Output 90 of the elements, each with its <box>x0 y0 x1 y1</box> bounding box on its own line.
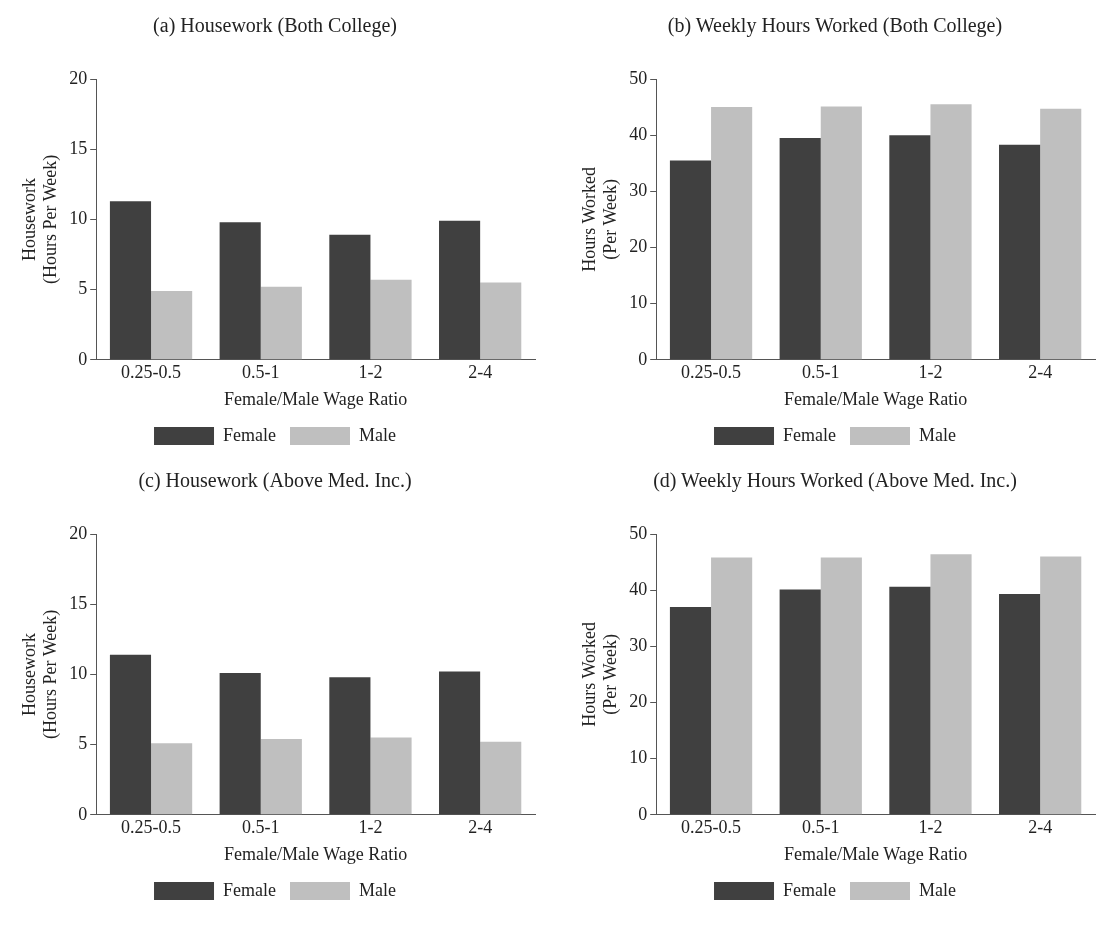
y-tick-label: 0 <box>638 803 648 824</box>
bar <box>1040 108 1082 360</box>
legend-label: Female <box>223 879 277 900</box>
x-axis-title: Female/Male Wage Ratio <box>784 843 968 864</box>
bar <box>999 594 1041 815</box>
bar <box>711 557 753 815</box>
chart-title: (d) Weekly Hours Worked (Above Med. Inc.) <box>653 469 1017 493</box>
chart-title: (c) Housework (Above Med. Inc.) <box>138 469 412 493</box>
chart-title: (a) Housework (Both College) <box>153 14 397 38</box>
x-tick-label: 0.25-0.5 <box>121 362 182 383</box>
legend-label: Female <box>783 879 837 900</box>
bar <box>219 222 261 360</box>
bar <box>329 234 371 360</box>
bar <box>889 586 931 815</box>
x-tick-label: 2-4 <box>1028 817 1053 838</box>
y-tick-label: 0 <box>78 803 88 824</box>
x-tick-label: 2-4 <box>468 817 493 838</box>
x-tick-label: 1-2 <box>918 817 943 838</box>
y-tick-label: 15 <box>69 592 88 613</box>
y-tick-label: 30 <box>629 180 648 201</box>
x-tick-label: 0.25-0.5 <box>681 817 742 838</box>
y-axis-title: Hours Worked (Per Week) <box>578 622 622 727</box>
bar <box>930 554 972 815</box>
bar <box>329 677 371 815</box>
bar <box>260 286 302 360</box>
bar <box>439 671 481 815</box>
x-tick-label: 0.5-1 <box>802 817 840 838</box>
x-axis-title: Female/Male Wage Ratio <box>224 843 408 864</box>
y-axis-title: Housework (Hours Per Week) <box>18 609 62 739</box>
bar <box>219 673 261 815</box>
y-tick-label: 50 <box>629 67 648 88</box>
bar <box>480 741 522 815</box>
bar <box>1040 556 1082 815</box>
legend-label: Female <box>223 424 277 445</box>
bar <box>779 589 821 815</box>
y-tick-label: 40 <box>629 123 648 144</box>
chart-title: (b) Weekly Hours Worked (Both College) <box>667 14 1003 38</box>
y-tick-label: 10 <box>629 747 648 768</box>
bar <box>889 135 931 360</box>
x-axis-title: Female/Male Wage Ratio <box>224 388 408 409</box>
y-tick-label: 10 <box>69 208 88 229</box>
bar <box>260 738 302 815</box>
bar <box>370 737 412 815</box>
x-tick-label: 0.25-0.5 <box>681 362 742 383</box>
x-tick-label: 0.5-1 <box>242 362 280 383</box>
y-tick-label: 0 <box>78 348 88 369</box>
bar <box>669 607 712 815</box>
y-tick-label: 20 <box>629 236 648 257</box>
y-tick-label: 20 <box>629 691 648 712</box>
bar <box>370 279 412 360</box>
x-axis-title: Female/Male Wage Ratio <box>784 388 968 409</box>
y-tick-label: 0 <box>638 348 648 369</box>
bar <box>779 137 821 360</box>
bar <box>439 220 481 360</box>
legend-label: Male <box>359 424 396 445</box>
y-tick-label: 10 <box>629 292 648 313</box>
y-tick-label: 40 <box>629 578 648 599</box>
y-tick-label: 20 <box>69 67 88 88</box>
x-tick-label: 0.5-1 <box>242 817 280 838</box>
y-axis-title: Hours Worked (Per Week) <box>578 167 622 272</box>
y-tick-label: 10 <box>69 663 88 684</box>
bar <box>999 144 1041 360</box>
bar <box>820 106 862 360</box>
x-tick-label: 1-2 <box>358 817 383 838</box>
legend-label: Female <box>783 424 837 445</box>
y-tick-label: 20 <box>69 522 88 543</box>
x-tick-label: 2-4 <box>468 362 493 383</box>
bar <box>151 291 193 360</box>
bar <box>109 654 152 815</box>
x-tick-label: 2-4 <box>1028 362 1053 383</box>
bar <box>820 557 862 815</box>
y-tick-label: 5 <box>78 733 88 754</box>
x-tick-label: 0.25-0.5 <box>121 817 182 838</box>
y-tick-label: 50 <box>629 522 648 543</box>
bar <box>930 104 972 360</box>
bar <box>480 282 522 360</box>
legend-label: Male <box>919 424 956 445</box>
y-tick-label: 5 <box>78 278 88 299</box>
y-tick-label: 15 <box>69 137 88 158</box>
x-tick-label: 0.5-1 <box>802 362 840 383</box>
y-tick-label: 30 <box>629 635 648 656</box>
bar <box>151 743 193 815</box>
x-tick-label: 1-2 <box>918 362 943 383</box>
y-axis-title: Housework (Hours Per Week) <box>18 154 62 284</box>
x-tick-label: 1-2 <box>358 362 383 383</box>
bar <box>711 107 753 360</box>
bar <box>669 160 712 360</box>
legend-label: Male <box>359 879 396 900</box>
bar <box>109 201 152 360</box>
legend-label: Male <box>919 879 956 900</box>
